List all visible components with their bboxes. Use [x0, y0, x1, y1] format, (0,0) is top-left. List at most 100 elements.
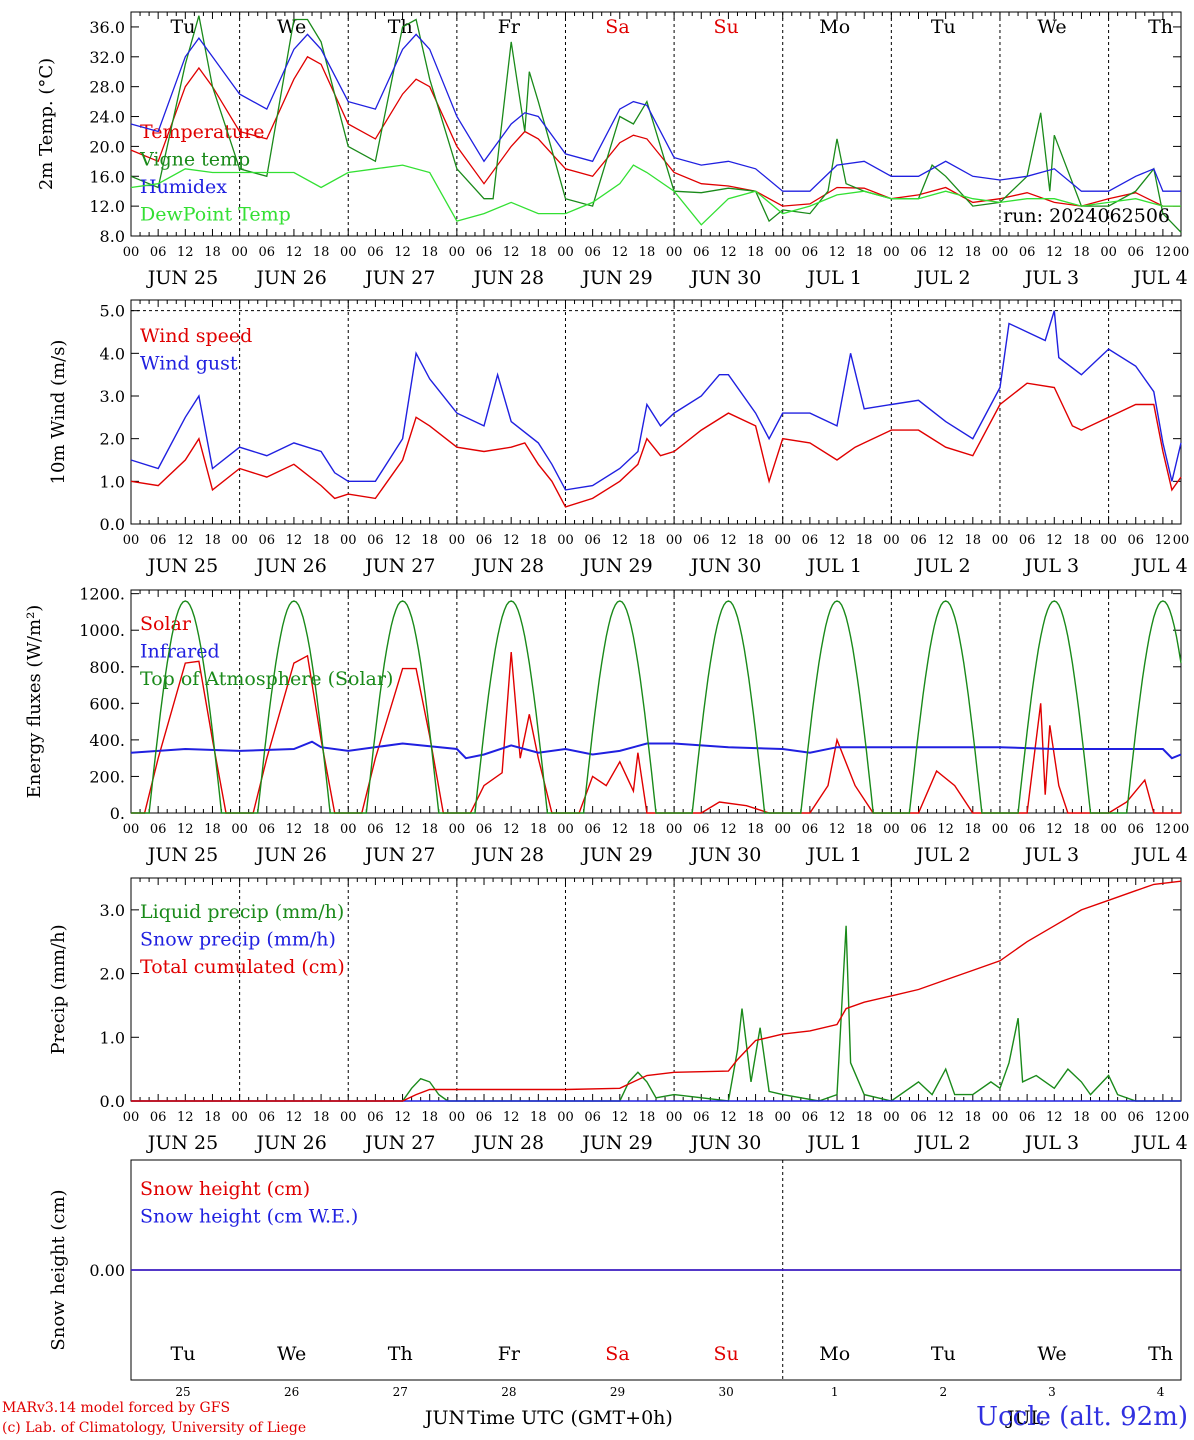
- x-hour-label: 06: [910, 822, 927, 837]
- month-label: JUN: [423, 1407, 465, 1429]
- x-date-label: JUL 1: [806, 844, 862, 866]
- month-label: JUL: [1005, 1407, 1044, 1429]
- x-hour-label: 12: [829, 533, 846, 548]
- x-date-label: JUN 27: [363, 1132, 435, 1154]
- x-date-label: JUL 2: [914, 844, 970, 866]
- x-hour-label: 12: [720, 822, 737, 837]
- x-hour-label: 18: [313, 245, 330, 260]
- x-date-label: JUL 3: [1023, 555, 1079, 577]
- x-hour-label: 18: [421, 245, 438, 260]
- legend-entry: Snow height (cm): [140, 1178, 310, 1200]
- x-hour-label: 12: [720, 245, 737, 260]
- x-hour-label: 12: [937, 822, 954, 837]
- day-number-label: 26: [284, 1385, 299, 1399]
- day-number-label: 25: [175, 1385, 190, 1399]
- day-number-label: 29: [610, 1385, 625, 1399]
- x-hour-label: 12: [177, 245, 194, 260]
- x-hour-label: 00: [666, 533, 683, 548]
- x-hour-label: 00: [883, 1110, 900, 1125]
- x-hour-label: 00: [1100, 533, 1117, 548]
- x-hour-label: 06: [476, 245, 493, 260]
- x-date-label: JUN 30: [689, 555, 761, 577]
- x-date-label: JUL 4: [1131, 844, 1187, 866]
- x-hour-label: 12: [720, 533, 737, 548]
- x-hour-label: 00: [774, 822, 791, 837]
- x-hour-label: 18: [313, 822, 330, 837]
- x-hour-label: 06: [150, 533, 167, 548]
- day-number-label: 28: [501, 1385, 516, 1399]
- day-number-label: 1: [831, 1385, 839, 1399]
- x-hour-label: 18: [965, 1110, 982, 1125]
- x-hour-label: 18: [1073, 533, 1090, 548]
- x-hour-label: 06: [584, 1110, 601, 1125]
- x-hour-label: 18: [421, 1110, 438, 1125]
- series-line-top-of-atmosphere-solar-: [131, 600, 1182, 814]
- x-hour-label: 18: [204, 822, 221, 837]
- x-hour-label: 00: [883, 245, 900, 260]
- x-hour-label: 18: [1073, 822, 1090, 837]
- x-date-label: JUL 1: [806, 267, 862, 289]
- x-hour-label: 06: [150, 245, 167, 260]
- series-line-total-cumulated-cm-: [131, 880, 1182, 1102]
- x-date-label: JUN 26: [254, 1132, 326, 1154]
- x-hour-label: 06: [910, 245, 927, 260]
- x-hour-label: 06: [802, 533, 819, 548]
- x-hour-label: 18: [747, 533, 764, 548]
- x-hour-label: 18: [747, 245, 764, 260]
- y-axis-title: Precip (mm/h): [48, 924, 69, 1054]
- x-date-label: JUN 28: [472, 555, 544, 577]
- x-date-label: JUN 27: [363, 267, 435, 289]
- weekday-label: We: [277, 16, 306, 38]
- weekday-label: Tu: [931, 1343, 956, 1365]
- x-hour-label: 18: [1073, 1110, 1090, 1125]
- y-tick-label: 12.0: [89, 197, 125, 216]
- x-hour-label: 12: [612, 1110, 629, 1125]
- x-hour-label: 12: [720, 1110, 737, 1125]
- x-hour-label: 18: [856, 533, 873, 548]
- y-tick-label: 5.0: [100, 302, 125, 321]
- x-hour-label: 06: [1019, 822, 1036, 837]
- x-axis-title: Time UTC (GMT+0h): [467, 1407, 673, 1429]
- x-date-label: JUN 30: [689, 1132, 761, 1154]
- x-hour-label: 00: [774, 245, 791, 260]
- x-date-label: JUN 25: [146, 555, 218, 577]
- x-date-label: JUL 4: [1131, 1132, 1187, 1154]
- x-hour-label: 12: [612, 245, 629, 260]
- y-tick-label: 4.0: [100, 344, 125, 363]
- x-hour-label: 00: [992, 822, 1009, 837]
- x-hour-label: 12: [286, 822, 303, 837]
- x-hour-label: 18: [204, 533, 221, 548]
- x-hour-label: 18: [965, 822, 982, 837]
- x-hour-label: 12: [1046, 822, 1063, 837]
- x-hour-label: 12: [177, 533, 194, 548]
- x-hour-label: 00: [883, 533, 900, 548]
- day-number-label: 27: [393, 1385, 408, 1399]
- y-tick-label: 16.0: [89, 167, 125, 186]
- x-hour-label: 06: [1127, 822, 1144, 837]
- x-hour-label: 18: [313, 1110, 330, 1125]
- y-tick-label: 3.0: [100, 387, 125, 406]
- x-hour-label: 06: [1019, 533, 1036, 548]
- x-hour-label: 12: [937, 245, 954, 260]
- x-hour-label: 06: [367, 822, 384, 837]
- x-hour-label: 18: [639, 1110, 656, 1125]
- x-hour-label: 06: [802, 245, 819, 260]
- series-line-humidex: [130, 33, 1181, 192]
- x-date-label: JUL 2: [914, 267, 970, 289]
- x-date-label: JUN 26: [254, 267, 326, 289]
- x-hour-label: 06: [693, 1110, 710, 1125]
- x-hour-label: 12: [1155, 1110, 1172, 1125]
- y-tick-label: 1200.: [79, 585, 125, 604]
- weekday-label: Th: [388, 1343, 413, 1365]
- x-hour-label: 00: [1173, 533, 1190, 548]
- x-hour-label: 12: [177, 1110, 194, 1125]
- x-hour-label: 00: [1100, 245, 1117, 260]
- x-hour-label: 00: [340, 1110, 357, 1125]
- x-hour-label: 00: [231, 822, 248, 837]
- x-hour-label: 06: [476, 822, 493, 837]
- x-hour-label: 06: [802, 822, 819, 837]
- legend-entry: Total cumulated (cm): [140, 956, 345, 978]
- x-hour-label: 06: [367, 1110, 384, 1125]
- x-hour-label: 06: [259, 533, 276, 548]
- x-hour-label: 00: [449, 1110, 466, 1125]
